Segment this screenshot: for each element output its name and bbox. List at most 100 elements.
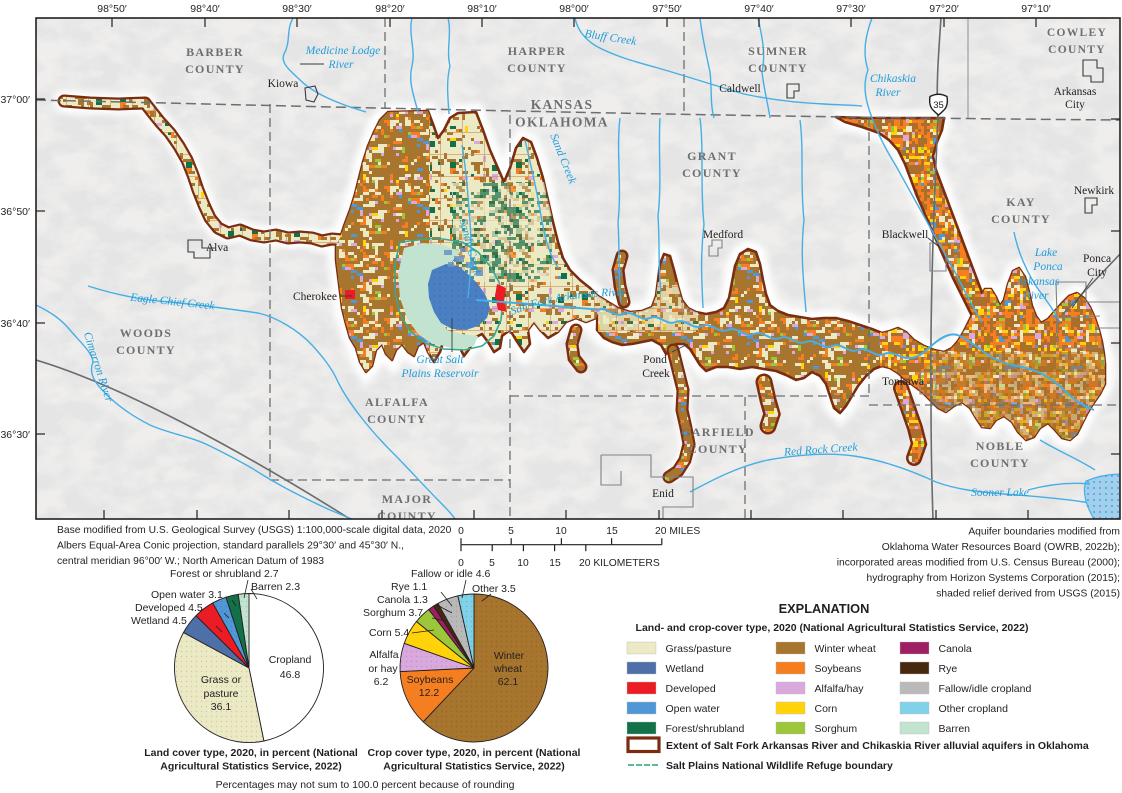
svg-text:Cropland: Cropland <box>269 654 312 666</box>
svg-text:Winter wheat: Winter wheat <box>815 643 876 655</box>
svg-text:COUNTY: COUNTY <box>1048 44 1106 56</box>
svg-text:Arkansas: Arkansas <box>1016 276 1060 288</box>
svg-text:KAY: KAY <box>1006 195 1035 209</box>
svg-text:COUNTY: COUNTY <box>748 61 808 75</box>
svg-text:GARFIELD: GARFIELD <box>681 425 755 439</box>
svg-text:Grass/pasture: Grass/pasture <box>666 643 732 655</box>
svg-text:46.8: 46.8 <box>280 669 301 681</box>
svg-text:River: River <box>1023 290 1049 302</box>
svg-text:Barren 2.3: Barren 2.3 <box>251 581 300 593</box>
svg-text:10: 10 <box>555 526 567 537</box>
svg-text:incorporated areas modified fr: incorporated areas modified from U.S. Ce… <box>837 558 1120 569</box>
svg-text:Soybeans: Soybeans <box>815 663 862 675</box>
svg-text:Ponca: Ponca <box>1032 261 1063 273</box>
svg-text:Open water: Open water <box>666 703 721 715</box>
svg-text:Arkansas: Arkansas <box>1054 86 1097 98</box>
svg-text:City: City <box>1065 99 1085 111</box>
svg-text:Ponca: Ponca <box>1083 253 1111 265</box>
svg-text:97°40′: 97°40′ <box>744 3 774 15</box>
svg-text:Caldwell: Caldwell <box>719 83 761 95</box>
svg-text:WOODS: WOODS <box>120 326 173 340</box>
svg-text:20 MILES: 20 MILES <box>655 526 700 537</box>
svg-text:36°30′: 36°30′ <box>0 429 30 441</box>
svg-text:Chikaskia: Chikaskia <box>870 73 916 85</box>
svg-text:wheat: wheat <box>493 663 522 675</box>
svg-text:Barren: Barren <box>939 723 971 735</box>
svg-text:COUNTY: COUNTY <box>682 166 742 180</box>
svg-text:Alfalfa: Alfalfa <box>369 649 398 661</box>
svg-text:Sorghum 3.7: Sorghum 3.7 <box>363 607 423 619</box>
svg-text:Soybeans: Soybeans <box>407 674 454 686</box>
svg-text:98°30′: 98°30′ <box>282 3 312 15</box>
svg-text:Forest or shrubland 2.7: Forest or shrubland 2.7 <box>170 568 279 580</box>
svg-text:98°50′: 98°50′ <box>97 3 127 15</box>
svg-text:Tonkawa: Tonkawa <box>882 376 924 388</box>
svg-text:GRANT: GRANT <box>687 149 737 163</box>
svg-text:COUNTY: COUNTY <box>970 456 1030 470</box>
svg-text:COUNTY: COUNTY <box>116 343 176 357</box>
svg-text:Developed: Developed <box>666 683 716 695</box>
svg-text:Rye 1.1: Rye 1.1 <box>391 581 427 593</box>
svg-text:Salt Plains National Wildlife: Salt Plains National Wildlife Refuge bou… <box>666 760 893 772</box>
svg-text:36°40′: 36°40′ <box>0 318 30 330</box>
svg-text:97°10′: 97°10′ <box>1021 3 1051 15</box>
svg-text:5: 5 <box>508 526 514 537</box>
svg-text:36.1: 36.1 <box>211 701 232 713</box>
svg-text:Pond: Pond <box>643 354 667 366</box>
svg-text:COUNTY: COUNTY <box>185 62 245 76</box>
svg-text:Open water 3.1: Open water 3.1 <box>151 589 223 601</box>
svg-text:Oklahoma Water Resources Board: Oklahoma Water Resources Board (OWRB, 20… <box>882 542 1120 553</box>
svg-text:20 KILOMETERS: 20 KILOMETERS <box>579 558 660 569</box>
svg-text:Fallow/idle cropland: Fallow/idle cropland <box>939 683 1032 695</box>
svg-text:Creek: Creek <box>642 368 670 380</box>
svg-text:shaded relief derived from USG: shaded relief derived from USGS (2015) <box>936 589 1120 600</box>
svg-text:River: River <box>328 59 354 71</box>
svg-text:Aquifer boundaries modified fr: Aquifer boundaries modified from <box>968 527 1120 538</box>
svg-text:Extent of Salt Fork Arkansas R: Extent of Salt Fork Arkansas River and C… <box>666 740 1089 752</box>
svg-text:97°30′: 97°30′ <box>836 3 866 15</box>
svg-text:ALFALFA: ALFALFA <box>365 395 429 409</box>
svg-text:Wetland: Wetland <box>666 663 704 675</box>
svg-text:Developed 4.5: Developed 4.5 <box>135 602 203 614</box>
svg-text:or hay: or hay <box>368 663 398 675</box>
svg-text:OKLAHOMA: OKLAHOMA <box>515 115 609 130</box>
svg-text:6.2: 6.2 <box>374 676 389 688</box>
svg-text:Canola: Canola <box>939 643 972 655</box>
svg-text:NOBLE: NOBLE <box>976 439 1025 453</box>
svg-text:Canola 1.3: Canola 1.3 <box>377 594 428 606</box>
svg-text:15: 15 <box>549 558 561 569</box>
svg-text:Percentages may not sum to 100: Percentages may not sum to 100.0 percent… <box>216 779 515 791</box>
svg-text:Blackwell: Blackwell <box>882 229 929 241</box>
svg-text:City: City <box>1087 267 1107 279</box>
svg-text:MAJOR: MAJOR <box>382 492 433 506</box>
svg-text:97°20′: 97°20′ <box>929 3 959 15</box>
svg-text:Medford: Medford <box>703 229 743 241</box>
svg-text:Newkirk: Newkirk <box>1074 185 1114 197</box>
svg-text:98°00′: 98°00′ <box>559 3 589 15</box>
svg-text:KANSAS: KANSAS <box>531 97 594 112</box>
svg-text:Forest/shrubland: Forest/shrubland <box>666 723 745 735</box>
svg-text:Kiowa: Kiowa <box>268 78 299 90</box>
svg-text:0: 0 <box>458 526 464 537</box>
svg-text:98°20′: 98°20′ <box>375 3 405 15</box>
svg-text:hydrography from Horizon Syste: hydrography from Horizon Systems Corpora… <box>866 573 1120 584</box>
svg-text:EXPLANATION: EXPLANATION <box>779 601 870 616</box>
svg-text:Cherokee: Cherokee <box>293 291 337 303</box>
svg-text:pasture: pasture <box>203 688 238 700</box>
svg-text:COWLEY: COWLEY <box>1047 27 1107 39</box>
svg-text:COUNTY: COUNTY <box>688 442 748 456</box>
svg-text:Plains Reservoir: Plains Reservoir <box>401 368 479 380</box>
svg-text:Land cover type, 2020, in perc: Land cover type, 2020, in percent (Natio… <box>144 747 358 759</box>
svg-text:Other cropland: Other cropland <box>939 703 1009 715</box>
svg-text:Corn: Corn <box>815 703 838 715</box>
svg-text:62.1: 62.1 <box>498 676 519 688</box>
svg-text:Rye: Rye <box>939 663 958 675</box>
svg-text:COUNTY: COUNTY <box>377 509 437 523</box>
svg-text:Grass or: Grass or <box>201 674 242 686</box>
svg-text:Wetland 4.5: Wetland 4.5 <box>131 615 187 627</box>
svg-text:COUNTY: COUNTY <box>507 61 567 75</box>
svg-text:12.2: 12.2 <box>419 687 440 699</box>
svg-text:37°00′: 37°00′ <box>0 94 30 106</box>
svg-text:Fallow or idle 4.6: Fallow or idle 4.6 <box>411 568 491 580</box>
svg-text:Medicine Lodge: Medicine Lodge <box>305 45 380 57</box>
